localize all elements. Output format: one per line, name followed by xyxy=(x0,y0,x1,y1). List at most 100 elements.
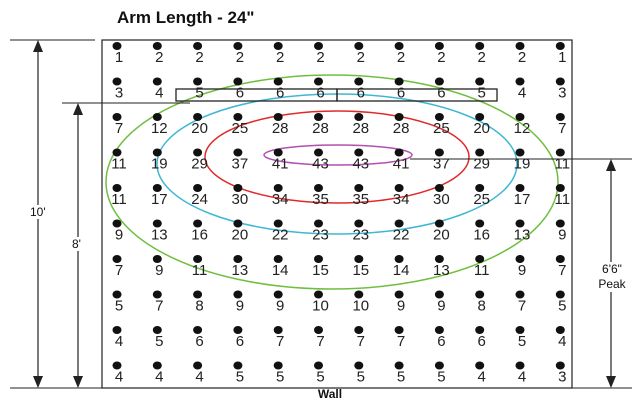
grid-point-dot xyxy=(515,42,525,50)
grid-point-dot xyxy=(233,113,243,121)
grid-point-dot xyxy=(273,326,283,334)
grid-point-dot xyxy=(193,326,203,334)
grid-point-value: 19 xyxy=(151,156,168,173)
grid-point-dot xyxy=(555,219,565,228)
grid-point-value: 8 xyxy=(478,298,486,315)
grid-point-dot xyxy=(233,219,243,228)
grid-point-value: 2 xyxy=(357,49,365,66)
grid-point-value: 28 xyxy=(272,120,289,137)
grid-point-value: 10 xyxy=(352,298,369,315)
grid-point-value: 2 xyxy=(316,49,324,66)
grid-point-dot xyxy=(354,77,364,86)
grid-point-value: 9 xyxy=(437,298,445,315)
grid-point-dot xyxy=(475,219,485,228)
grid-point-dot xyxy=(314,148,323,157)
grid-point-value: 19 xyxy=(514,156,531,173)
grid-point-value: 43 xyxy=(352,156,369,173)
grid-point-dot xyxy=(233,42,243,50)
grid-point-value: 6 xyxy=(357,85,365,102)
grid-point-dot xyxy=(152,326,162,334)
grid-point-dot xyxy=(273,148,283,157)
grid-point-value: 7 xyxy=(357,333,365,350)
grid-point-value: 10 xyxy=(312,298,329,315)
grid-point-value: 9 xyxy=(518,262,526,279)
grid-point-dot xyxy=(434,290,444,299)
grid-point-value: 20 xyxy=(232,227,249,244)
grid-point-dot xyxy=(555,361,565,370)
grid-point-dot xyxy=(475,290,485,299)
grid-point-value: 35 xyxy=(352,191,369,208)
grid-point-dot xyxy=(475,255,485,263)
grid-point-dot xyxy=(112,290,122,299)
grid-point-dot xyxy=(354,113,364,121)
grid-point-dot xyxy=(152,77,162,86)
grid-point-value: 13 xyxy=(232,262,249,279)
grid-point-dot xyxy=(273,290,283,299)
grid-point-value: 4 xyxy=(558,333,566,350)
grid-point-dot xyxy=(273,77,283,86)
grid-point-value: 11 xyxy=(555,156,571,173)
grid-point-dot xyxy=(434,255,444,263)
grid-point-dot xyxy=(354,255,364,263)
grid-point-value: 6 xyxy=(236,85,244,102)
grid-point-value: 17 xyxy=(514,191,531,208)
grid-point-dot xyxy=(354,361,364,370)
grid-point-dot xyxy=(475,42,485,50)
grid-point-dot xyxy=(354,326,364,334)
grid-point-value: 9 xyxy=(236,298,244,315)
diagram-title: Arm Length - 24" xyxy=(117,8,255,27)
grid-point-value: 5 xyxy=(558,298,566,315)
grid-point-value: 3 xyxy=(558,369,566,386)
grid-point-dot xyxy=(314,113,323,121)
grid-point-dot xyxy=(515,219,525,228)
grid-point-dot xyxy=(555,184,565,192)
grid-point-dot xyxy=(314,290,323,299)
grid-point-value: 35 xyxy=(312,191,329,208)
grid-point-value: 5 xyxy=(155,333,163,350)
grid-point-value: 14 xyxy=(272,262,289,279)
grid-point-value: 4 xyxy=(518,85,526,102)
grid-point-value: 5 xyxy=(518,333,526,350)
dimension-8-arrow-up xyxy=(73,103,83,115)
grid-point-value: 43 xyxy=(312,156,329,173)
grid-point-dot xyxy=(314,326,323,334)
grid-point-value: 20 xyxy=(191,120,208,137)
grid-point-value: 6 xyxy=(437,333,445,350)
grid-point-dot xyxy=(314,42,323,50)
grid-point-value: 34 xyxy=(393,191,410,208)
grid-point-dot xyxy=(112,148,122,157)
grid-point-value: 37 xyxy=(232,156,249,173)
grid-point-dot xyxy=(354,42,364,50)
grid-point-value: 6 xyxy=(437,85,445,102)
grid-point-dot xyxy=(193,42,203,50)
grid-point-value: 2 xyxy=(155,49,163,66)
grid-point-dot xyxy=(515,361,525,370)
grid-point-dot xyxy=(515,290,525,299)
grid-point-value: 6 xyxy=(195,333,203,350)
grid-point-dot xyxy=(273,184,283,192)
grid-point-dot xyxy=(193,255,203,263)
grid-point-value: 9 xyxy=(276,298,284,315)
grid-point-value: 1 xyxy=(558,49,566,66)
grid-point-value: 23 xyxy=(352,227,369,244)
grid-point-dot xyxy=(273,255,283,263)
grid-point-value: 7 xyxy=(155,298,163,315)
grid-point-value: 15 xyxy=(312,262,329,279)
dimension-peak-word: Peak xyxy=(598,277,626,291)
grid-point-value: 3 xyxy=(558,85,566,102)
grid-point-dot xyxy=(233,184,243,192)
grid-point-value: 4 xyxy=(155,369,163,386)
grid-point-dot xyxy=(112,255,122,263)
grid-point-dot xyxy=(515,255,525,263)
grid-point-dot xyxy=(515,184,525,192)
grid-point-dot xyxy=(152,255,162,263)
grid-point-value: 7 xyxy=(558,120,566,137)
grid-point-value: 8 xyxy=(195,298,203,315)
grid-point-dot xyxy=(475,77,485,86)
grid-point-dot xyxy=(555,255,565,263)
grid-point-value: 11 xyxy=(474,262,490,279)
grid-point-dot xyxy=(314,361,323,370)
highlight-box-right xyxy=(336,88,498,102)
grid-point-dot xyxy=(515,77,525,86)
grid-point-value: 3 xyxy=(115,85,123,102)
